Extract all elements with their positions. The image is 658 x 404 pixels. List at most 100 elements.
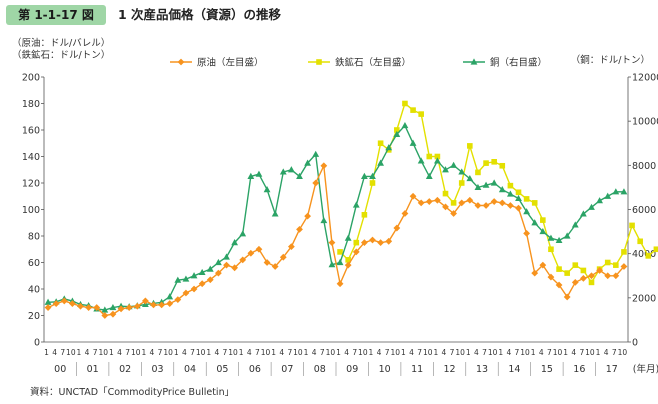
- data-point: [620, 188, 628, 195]
- data-point: [214, 269, 222, 277]
- month-tick-label: 10: [66, 348, 76, 357]
- month-tick-label: 10: [261, 348, 271, 357]
- legend-label: 原油（左目盛）: [197, 57, 264, 69]
- data-point: [345, 257, 351, 263]
- data-point: [369, 180, 376, 186]
- data-point: [563, 293, 571, 301]
- month-tick-label: 7: [547, 348, 552, 357]
- month-tick-label: 7: [125, 348, 130, 357]
- data-point: [328, 239, 336, 247]
- left-tick-label: 20: [28, 311, 40, 322]
- data-point: [393, 130, 401, 138]
- data-point: [304, 159, 312, 166]
- month-tick-label: 1: [239, 348, 244, 357]
- month-tick-label: 1: [109, 348, 114, 357]
- data-point: [482, 181, 490, 188]
- data-point: [434, 153, 441, 160]
- data-point: [433, 157, 441, 164]
- data-point: [507, 182, 514, 189]
- data-point: [182, 275, 190, 282]
- data-point: [109, 310, 117, 318]
- data-point: [304, 212, 312, 220]
- data-point: [190, 272, 198, 279]
- month-tick-label: 7: [158, 348, 163, 357]
- month-tick-label: 4: [539, 348, 544, 357]
- data-point: [206, 265, 214, 272]
- month-tick-label: 10: [99, 348, 109, 357]
- left-tick-label: 60: [28, 258, 40, 269]
- data-point: [271, 263, 279, 270]
- left-tick-label: 100: [22, 205, 40, 216]
- month-tick-label: 4: [52, 348, 57, 357]
- data-point: [198, 268, 206, 276]
- month-tick-label: 4: [85, 348, 90, 357]
- month-tick-label: 4: [474, 348, 479, 357]
- series-0: [44, 162, 628, 319]
- year-tick-label: 07: [281, 364, 293, 375]
- data-point: [417, 199, 425, 207]
- data-point: [425, 198, 433, 205]
- left-tick-label: 140: [22, 152, 40, 163]
- series-line: [48, 124, 624, 311]
- data-point: [394, 127, 400, 133]
- data-point: [613, 262, 619, 268]
- data-point: [498, 186, 506, 193]
- data-point: [572, 262, 579, 268]
- month-tick-label: 10: [358, 348, 368, 357]
- data-point: [531, 269, 539, 277]
- data-point: [85, 304, 93, 311]
- data-point: [166, 293, 174, 300]
- data-point: [417, 157, 425, 164]
- month-tick-label: 1: [433, 348, 438, 357]
- data-point: [93, 304, 101, 311]
- data-point: [637, 238, 643, 245]
- data-point: [564, 270, 570, 276]
- data-point: [499, 162, 506, 169]
- data-point: [360, 172, 368, 179]
- right-axis-unit: （銅：ドル/トン）: [570, 55, 650, 66]
- data-point: [555, 236, 563, 244]
- data-point: [475, 169, 481, 176]
- data-point: [433, 196, 441, 204]
- month-tick-label: 7: [579, 348, 584, 357]
- data-point: [393, 224, 401, 232]
- data-point: [612, 188, 620, 195]
- data-point: [547, 234, 555, 241]
- data-point: [344, 234, 352, 241]
- data-point: [556, 266, 562, 272]
- data-point: [223, 253, 230, 260]
- legend-marker: [177, 58, 185, 66]
- data-point: [458, 180, 465, 186]
- month-tick-label: 1: [206, 348, 211, 357]
- month-tick-label: 7: [255, 348, 260, 357]
- month-tick-label: 1: [44, 348, 49, 357]
- data-point: [458, 199, 466, 207]
- data-point: [402, 100, 408, 107]
- data-point: [377, 140, 384, 147]
- month-tick-label: 4: [312, 348, 317, 357]
- month-tick-label: 7: [612, 348, 617, 357]
- month-tick-label: 1: [174, 348, 179, 357]
- year-tick-label: 12: [444, 364, 456, 375]
- data-point: [158, 301, 166, 309]
- right-tick-label: 0: [632, 338, 638, 349]
- data-point: [621, 249, 627, 255]
- year-tick-label: 11: [411, 364, 423, 375]
- left-axis-unit-oil: （原油：ドル/バレル）: [12, 38, 111, 49]
- month-tick-label: 10: [553, 348, 563, 357]
- month-tick-label: 1: [271, 348, 276, 357]
- year-tick-label: 02: [119, 364, 131, 375]
- data-point: [101, 306, 109, 313]
- month-tick-label: 10: [585, 348, 595, 357]
- data-point: [239, 256, 247, 264]
- legend-label: 銅（右目盛）: [490, 57, 547, 69]
- month-tick-label: 7: [93, 348, 98, 357]
- data-point: [198, 280, 206, 288]
- month-tick-label: 1: [336, 348, 341, 357]
- data-point: [426, 153, 433, 160]
- legend-marker: [316, 59, 322, 65]
- data-point: [141, 297, 149, 305]
- data-point: [515, 189, 522, 196]
- data-point: [579, 210, 587, 217]
